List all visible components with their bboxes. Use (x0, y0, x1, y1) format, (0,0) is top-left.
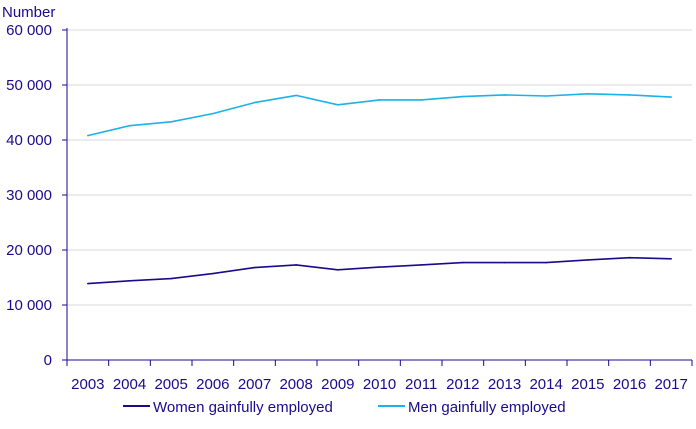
y-axis-label: Number (2, 4, 55, 21)
data-point (128, 280, 131, 282)
data-point (170, 277, 172, 280)
data-point (128, 124, 131, 127)
y-tick-labels: 0 10 000 20 000 30 000 40 000 50 000 60 000 (6, 22, 52, 369)
data-point (87, 282, 89, 285)
y-tick-label: 40 000 (6, 132, 52, 149)
x-tick-label: 2008 (279, 376, 312, 393)
data-point (337, 104, 339, 106)
y-tick-label: 20 000 (6, 242, 52, 259)
data-point (503, 261, 506, 264)
gridlines (67, 29, 692, 306)
x-tick-label: 2015 (571, 376, 604, 393)
x-tick-label: 2007 (238, 376, 271, 393)
data-point (420, 264, 422, 266)
data-point (378, 266, 381, 268)
data-point (628, 256, 631, 259)
series-line-women (87, 256, 672, 285)
x-tick-label: 2010 (363, 376, 396, 393)
data-point (295, 94, 297, 97)
data-point (253, 266, 256, 269)
data-point (337, 269, 339, 271)
x-tick-label: 2017 (654, 376, 687, 393)
data-point (253, 101, 256, 104)
legend-item-men: Men gainfully employed (378, 399, 566, 416)
x-tick-label: 2004 (113, 376, 146, 393)
legend-item-women: Women gainfully employed (123, 399, 333, 416)
y-tick-label: 0 (44, 352, 52, 369)
data-point (545, 95, 547, 97)
x-tick-label: 2014 (529, 376, 562, 393)
x-tick-label: 2009 (321, 376, 354, 393)
data-point (170, 121, 172, 123)
data-point (670, 96, 672, 98)
y-tick-label: 60 000 (6, 22, 52, 39)
data-point (503, 94, 506, 96)
x-tick-label: 2005 (154, 376, 187, 393)
data-point (545, 261, 547, 264)
data-point (87, 134, 89, 137)
y-tick-label: 50 000 (6, 77, 52, 94)
legend: Women gainfully employed Men gainfully e… (123, 399, 566, 416)
x-tick-label: 2012 (446, 376, 479, 393)
data-point (212, 112, 214, 115)
y-tick-label: 10 000 (6, 297, 52, 314)
data-point (462, 261, 464, 264)
x-tick-label: 2006 (196, 376, 229, 393)
legend-label-men: Men gainfully employed (408, 399, 566, 416)
axes (62, 28, 693, 366)
data-point (212, 272, 214, 275)
data-point (628, 94, 631, 96)
data-point (378, 99, 381, 101)
data-point (462, 95, 464, 98)
y-tick-label: 30 000 (6, 187, 52, 204)
x-tick-labels: 2003 2004 2005 2006 2007 2008 2009 2010 2011 2012… (71, 376, 688, 393)
x-tick-label: 2003 (71, 376, 104, 393)
x-tick-label: 2011 (405, 376, 437, 393)
data-point (587, 259, 589, 261)
x-tick-label: 2013 (488, 376, 521, 393)
data-point (670, 258, 672, 260)
data-point (420, 99, 422, 101)
legend-label-women: Women gainfully employed (153, 399, 333, 416)
data-point (587, 93, 589, 95)
data-point (295, 264, 297, 266)
x-tick-label: 2016 (613, 376, 646, 393)
series-lines (87, 93, 672, 285)
